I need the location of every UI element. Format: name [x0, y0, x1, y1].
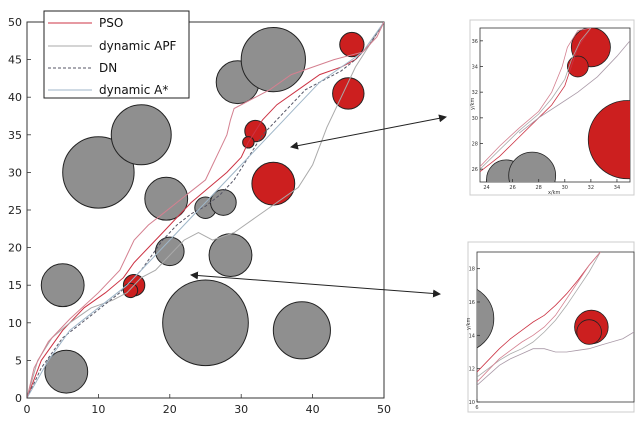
y-tick-label: 30	[472, 116, 478, 122]
y-tick-label: 12	[469, 367, 475, 373]
y-tick-label: 20	[8, 242, 22, 255]
y-tick-label: 10	[8, 317, 22, 330]
path-pso	[27, 22, 384, 398]
y-tick-label: 30	[8, 166, 22, 179]
x-tick-label: 20	[163, 403, 177, 416]
inset-top-y-ticks: 26 28 30 32 34 36	[472, 39, 483, 173]
y-tick-label: 50	[8, 16, 22, 29]
y-tick-label: 45	[8, 54, 22, 67]
arrow-to-inset-bottom	[190, 271, 441, 298]
static-obstacle-6	[162, 279, 249, 367]
path-unlabeled-3	[518, 40, 630, 134]
x-tick-label: 0	[24, 403, 31, 416]
static-obstacle-2	[62, 136, 135, 209]
path-unlabeled-2	[480, 28, 591, 167]
inset-bottom-paths	[477, 252, 634, 386]
x-tick-label: 26	[509, 185, 515, 191]
static-obstacle-4	[144, 176, 189, 221]
y-tick-label: 25	[8, 204, 22, 217]
y-tick-label: 26	[472, 167, 478, 173]
x-tick-label: 10	[91, 403, 105, 416]
y-tick-label: 35	[8, 129, 22, 142]
static-obstacle-0	[477, 289, 495, 349]
legend-label-pso: PSO	[99, 16, 123, 30]
static-obstacle-0	[44, 349, 89, 394]
y-tick-label: 40	[8, 91, 22, 104]
dynamic-obstacle-18	[332, 77, 365, 110]
x-tick-label: 30	[234, 403, 248, 416]
path-unlabeled-2	[477, 252, 601, 383]
y-tick-label: 14	[469, 333, 475, 339]
path-unlabeled-4	[27, 22, 384, 398]
inset-bottom-y-axis-label: y/km	[466, 317, 472, 330]
y-tick-label: 36	[472, 39, 478, 45]
legend: PSO dynamic APF DN dynamic A*	[43, 10, 190, 99]
x-tick-label: 34	[614, 185, 620, 191]
inset-bottom-obstacles	[477, 289, 609, 349]
inset-top-paths	[480, 28, 630, 173]
x-tick-label: 6	[475, 405, 478, 411]
path-pso	[480, 28, 592, 173]
legend-label-dynamic-a-star: dynamic A*	[99, 83, 168, 97]
path-pso	[477, 252, 601, 373]
y-tick-label: 34	[472, 65, 478, 71]
zoom-inset-top: 24 26 28 30 32 34 26 28 30 32 34 36 x/km y/km	[469, 19, 635, 196]
path-dynamic-apf	[477, 252, 601, 378]
path-dynamic-a-	[27, 22, 384, 398]
static-obstacle-9	[208, 233, 253, 278]
x-tick-label: 30	[562, 185, 568, 191]
x-tick-label: 40	[306, 403, 320, 416]
y-tick-label: 5	[15, 354, 22, 367]
x-tick-label: 32	[588, 185, 594, 191]
zoom-arrows	[190, 114, 447, 298]
main-plot: 0 10 20 30 40 50 0 5 10 15 20 25 30 35 40 45 50 PSO dyn…	[8, 10, 391, 416]
arrow-to-inset-top	[290, 114, 447, 150]
path-dynamic-apf	[480, 28, 592, 170]
y-tick-label: 18	[469, 267, 475, 273]
static-obstacle-12	[272, 301, 331, 360]
dynamic-obstacle-2	[576, 319, 602, 345]
main-y-ticks: 0 5 10 15 20 25 30 35 40 45 50	[8, 16, 31, 405]
legend-label-dynamic-apf: dynamic APF	[99, 39, 177, 53]
y-tick-label: 16	[469, 300, 475, 306]
legend-label-dn: DN	[99, 61, 117, 75]
static-obstacle-11	[240, 26, 306, 93]
main-x-ticks: 0 10 20 30 40 50	[24, 394, 391, 416]
static-obstacle-1	[508, 151, 557, 182]
inset-top-x-axis-label: x/km	[548, 190, 561, 196]
inset-top-y-axis-label: y/km	[470, 97, 476, 110]
y-tick-label: 15	[8, 279, 22, 292]
static-obstacle-5	[155, 236, 185, 267]
dynamic-obstacle-19	[339, 31, 365, 58]
static-obstacle-1	[40, 263, 85, 308]
inset-bottom-plot-area	[476, 251, 635, 403]
y-tick-label: 32	[472, 90, 478, 96]
x-tick-label: 28	[536, 185, 542, 191]
dynamic-obstacle-17	[251, 161, 296, 206]
legend-box	[43, 10, 190, 99]
static-obstacle-3	[110, 104, 172, 166]
x-tick-label: 24	[483, 185, 489, 191]
y-tick-label: 0	[15, 392, 22, 405]
x-tick-label: 50	[377, 403, 391, 416]
dynamic-obstacle-14	[122, 282, 139, 299]
dynamic-obstacle-3	[566, 55, 589, 78]
inset-top-x-ticks: 24 26 28 30 32 34	[483, 179, 620, 191]
dynamic-obstacle-4	[587, 100, 630, 180]
inset-bottom-y-ticks: 10 12 14 16 18	[469, 267, 480, 406]
y-tick-label: 10	[469, 400, 475, 406]
inset-top-obstacles	[486, 28, 630, 182]
zoom-inset-bottom: 6 10 12 14 16 18 y/km	[466, 241, 635, 413]
path-unlabeled-3	[477, 331, 634, 386]
y-tick-label: 28	[472, 142, 478, 148]
inset-bottom-x-ticks: 6	[475, 399, 479, 411]
